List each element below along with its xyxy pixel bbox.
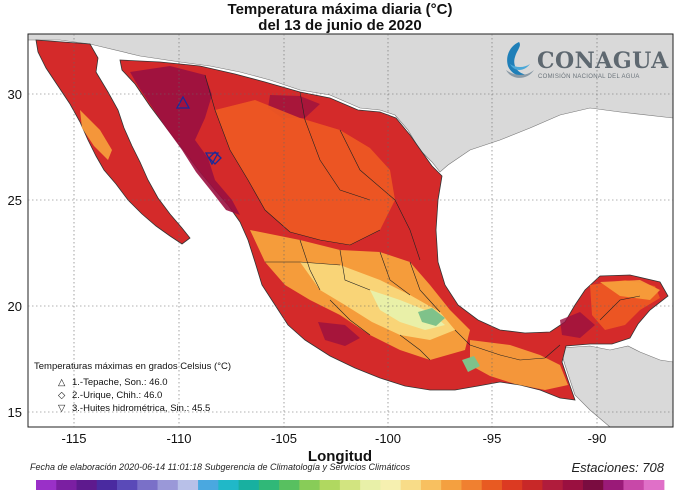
heat-zone-tabasco — [560, 312, 595, 338]
coolest-zone-oaxaca — [462, 356, 480, 372]
central-america-landmass — [559, 345, 673, 427]
color-bar-swatch — [562, 480, 584, 490]
color-bar-swatch — [542, 480, 564, 490]
color-bar-swatch — [258, 480, 280, 490]
color-bar-swatch — [117, 480, 138, 490]
generation-date: Fecha de elaboración 2020-06-14 11:01:18… — [30, 462, 411, 472]
color-bar-swatch — [501, 480, 523, 490]
color-bar-swatch — [339, 480, 361, 490]
color-bar-swatch — [36, 480, 57, 490]
x-tick-label: -95 — [483, 431, 502, 446]
color-bar-swatch — [319, 480, 341, 490]
x-tick-label: -110 — [166, 431, 191, 446]
y-tick-label: 25 — [8, 193, 22, 208]
legend-item-text: 3.-Huites hidrométrica, Sin.: 45.5 — [72, 403, 211, 414]
y-tick-label: 20 — [8, 299, 22, 314]
color-bar-swatch — [198, 480, 219, 490]
legend-item-text: 1.-Tepache, Son.: 46.0 — [72, 377, 168, 388]
water-wave-icon — [506, 42, 534, 78]
station-marker-huites — [204, 152, 220, 166]
state-boundaries — [204, 74, 641, 361]
legend-item-text: 2.-Urique, Chih.: 46.0 — [72, 390, 163, 401]
color-bar-swatch — [157, 480, 179, 490]
logo-subtitle: COMISIÓN NACIONAL DEL AGUA — [538, 74, 640, 80]
color-bar-swatch — [96, 480, 118, 490]
color-bar-swatch — [299, 480, 321, 490]
station-marker-tepache — [175, 95, 191, 109]
station-legend: Temperaturas máximas en grados Celsius (… — [34, 361, 231, 415]
legend-item: △ 1.-Tepache, Son.: 46.0 — [58, 376, 231, 389]
station-count: Estaciones: 708 — [571, 460, 664, 475]
station-marker-urique — [208, 151, 222, 165]
chart-subtitle: del 13 de junio de 2020 — [258, 17, 422, 34]
color-bar-swatch — [177, 480, 199, 490]
x-tick-label: -90 — [588, 431, 607, 446]
color-bar-swatch — [380, 480, 402, 490]
color-bar-swatch — [603, 480, 624, 490]
baja-california — [35, 39, 191, 245]
mild-zone-chiapas — [470, 340, 568, 390]
coolest-zone-puebla — [418, 308, 445, 326]
logo-name: CONAGUA — [537, 48, 669, 74]
x-tick-label: -115 — [61, 431, 86, 446]
color-bar-swatch — [279, 480, 300, 490]
color-bar-swatch — [360, 480, 381, 490]
color-bar-swatch — [481, 480, 503, 490]
y-tick-label: 15 — [8, 405, 22, 420]
x-tick-label: -100 — [375, 431, 401, 446]
mild-zone-yucatan-coast — [600, 280, 660, 300]
chart-title: Temperatura máxima diaria (°C) — [227, 1, 453, 18]
color-bar-swatch — [461, 480, 483, 490]
color-bar-swatch — [623, 480, 645, 490]
mild-zone-baja — [80, 110, 112, 160]
triangle-up-icon: △ — [58, 377, 66, 388]
color-bar-swatch — [218, 480, 239, 490]
legend-title: Temperaturas máximas en grados Celsius (… — [34, 361, 232, 372]
diamond-icon: ◇ — [58, 390, 66, 401]
legend-item: ▽ 3.-Huites hidrométrica, Sin.: 45.5 — [58, 402, 231, 415]
heat-zone-sonora — [130, 66, 240, 215]
color-bar-swatch — [238, 480, 260, 490]
legend-item: ◇ 2.-Urique, Chih.: 46.0 — [58, 389, 231, 402]
color-bar-swatch — [522, 480, 543, 490]
color-bar-swatch — [643, 480, 665, 490]
color-bar-swatch — [400, 480, 422, 490]
color-bar-swatch — [441, 480, 462, 490]
y-tick-label: 30 — [8, 87, 22, 102]
color-bar-swatch — [582, 480, 604, 490]
heat-zone-balsas — [318, 322, 360, 346]
color-bar-swatch — [420, 480, 442, 490]
color-bar — [36, 480, 665, 490]
color-bar-swatch — [56, 480, 77, 490]
plot-frame — [27, 33, 674, 428]
color-bar-swatch — [76, 480, 98, 490]
warm-zone-chihuahua — [215, 100, 395, 245]
graticule — [28, 34, 673, 427]
x-tick-label: -105 — [271, 431, 297, 446]
x-axis-label: Longitud — [307, 448, 373, 465]
color-bar-swatch — [137, 480, 158, 490]
triangle-down-icon: ▽ — [58, 403, 66, 414]
